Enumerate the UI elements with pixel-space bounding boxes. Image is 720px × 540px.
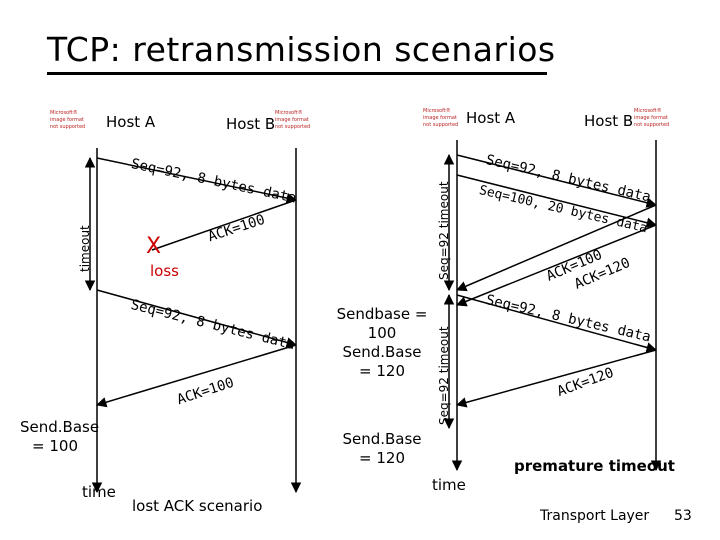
right-msg3-arrow bbox=[456, 294, 658, 353]
right-ack1-arrow bbox=[456, 204, 657, 292]
left-host-a-label: Host A bbox=[106, 113, 156, 131]
left-msg1-arrow bbox=[96, 157, 298, 204]
right-sendbase-100-label: Sendbase = 100 bbox=[336, 305, 428, 342]
left-time-label: time bbox=[82, 483, 116, 501]
right-msg1-arrow bbox=[456, 154, 658, 208]
loss-x-mark: X bbox=[146, 234, 162, 259]
left-msg2-arrow bbox=[96, 289, 298, 348]
right-host-a-label: Host A bbox=[466, 109, 516, 127]
right-timeout1-label: Seq=92 timeout bbox=[437, 181, 451, 280]
left-sendbase-label: Send.Base = 100 bbox=[20, 418, 100, 455]
right-ack2-arrow bbox=[456, 224, 657, 307]
left-host-b-label: Host B bbox=[226, 115, 276, 133]
title-underline bbox=[47, 72, 547, 75]
placeholder-image-right-a: Microsoft® image format not supported bbox=[423, 108, 459, 128]
slide-title: TCP: retransmission scenarios bbox=[47, 30, 556, 69]
placeholder-image-right-b: Microsoft® image format not supported bbox=[634, 108, 670, 128]
left-caption: lost ACK scenario bbox=[132, 497, 263, 515]
right-ack3-arrow bbox=[455, 349, 657, 408]
left-ack2-arrow bbox=[95, 344, 297, 408]
right-timeout2-label: Seq=92 timeout bbox=[437, 326, 451, 425]
right-msg2-arrow bbox=[456, 174, 658, 228]
right-sendbase-120-label-lower: Send.Base = 120 bbox=[342, 430, 422, 467]
footer-chapter: Transport Layer bbox=[540, 508, 650, 524]
right-host-b-label: Host B bbox=[584, 112, 634, 130]
placeholder-image-left-a: Microsoft® image format not supported bbox=[50, 110, 86, 130]
footer-page-number: 53 bbox=[674, 508, 692, 524]
right-caption: premature timeout bbox=[514, 457, 675, 475]
loss-label: loss bbox=[150, 262, 179, 280]
right-sendbase-120-label-upper: Send.Base = 120 bbox=[342, 343, 422, 380]
placeholder-image-left-b: Microsoft® image format not supported bbox=[275, 110, 311, 130]
left-ack1-line bbox=[151, 199, 297, 251]
right-time-label: time bbox=[432, 476, 466, 494]
left-timeout-label: timeout bbox=[78, 225, 92, 272]
